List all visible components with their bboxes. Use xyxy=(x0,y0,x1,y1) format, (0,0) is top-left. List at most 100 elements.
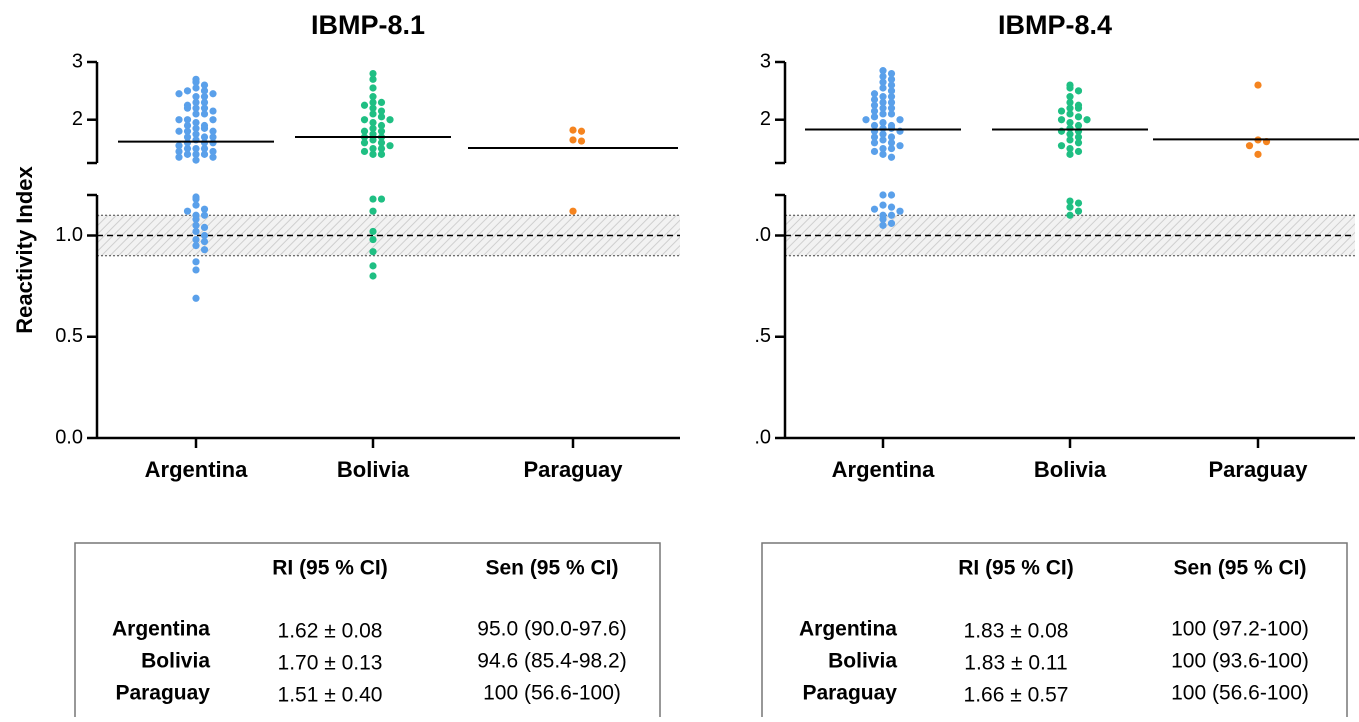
data-point xyxy=(209,127,217,135)
data-point xyxy=(183,104,192,112)
data-point xyxy=(1074,199,1083,207)
data-point xyxy=(1057,107,1066,115)
data-point xyxy=(183,133,192,141)
x-tick-label: Bolivia xyxy=(1034,457,1107,482)
data-point xyxy=(870,139,879,147)
data-point xyxy=(377,139,386,147)
table-header: Sen (95 % CI) xyxy=(1173,557,1306,580)
data-point xyxy=(1074,147,1083,156)
data-point xyxy=(175,127,183,135)
data-point xyxy=(887,75,896,83)
row-name: Paraguay xyxy=(802,682,897,705)
data-point xyxy=(1245,142,1254,150)
data-point xyxy=(183,207,192,215)
data-point xyxy=(870,90,879,98)
row-name: Bolivia xyxy=(828,650,897,673)
data-point xyxy=(879,84,887,92)
table-box xyxy=(74,542,661,722)
table-cell: 95.0 (90.0-97.6) xyxy=(477,618,626,641)
data-point xyxy=(870,107,879,115)
data-point xyxy=(200,124,209,132)
data-point xyxy=(1066,136,1074,144)
data-point xyxy=(887,93,896,101)
y-tick-label: 3 xyxy=(760,50,771,72)
data-point xyxy=(1066,110,1074,118)
data-point xyxy=(879,98,887,106)
data-point xyxy=(200,93,209,101)
data-point xyxy=(1074,87,1083,95)
table-header: RI (95 % CI) xyxy=(272,557,388,580)
data-point xyxy=(870,205,879,213)
row-name: Argentina xyxy=(799,618,897,641)
data-point xyxy=(879,191,887,199)
data-point xyxy=(192,119,200,127)
data-point xyxy=(369,104,377,112)
data-point xyxy=(369,93,377,101)
y-axis-label: Reactivity Index xyxy=(12,165,37,333)
data-point xyxy=(870,121,879,130)
data-point xyxy=(183,116,192,124)
y-tick-label: 3 xyxy=(72,50,83,72)
data-point xyxy=(192,294,200,302)
data-point xyxy=(192,150,200,158)
data-point xyxy=(192,98,200,106)
data-point xyxy=(896,207,904,215)
data-point xyxy=(200,223,209,231)
data-point xyxy=(369,207,377,215)
data-point xyxy=(369,98,377,106)
data-point xyxy=(386,142,394,150)
data-point xyxy=(192,227,200,236)
data-point xyxy=(369,144,377,153)
data-point xyxy=(386,116,394,124)
data-point xyxy=(209,133,217,141)
y-tick-label: 2 xyxy=(760,108,771,130)
table-cell: 1.51 ± 0.40 xyxy=(278,684,383,707)
data-point xyxy=(200,144,209,153)
data-point xyxy=(887,139,896,147)
data-point xyxy=(1057,116,1066,124)
y-tick-label: .0 xyxy=(754,426,771,448)
data-point xyxy=(209,90,217,98)
data-point xyxy=(200,246,209,254)
data-point xyxy=(879,144,887,153)
data-point xyxy=(879,93,887,101)
data-point xyxy=(200,150,209,158)
y-tick-label: 1.0 xyxy=(55,224,83,246)
data-point xyxy=(175,142,183,150)
data-point xyxy=(1074,207,1083,215)
data-point xyxy=(200,211,209,219)
data-point xyxy=(369,136,377,144)
row-name: Paraguay xyxy=(115,682,210,705)
data-point xyxy=(192,144,200,153)
data-point xyxy=(369,119,377,127)
data-point xyxy=(1074,133,1083,141)
data-point xyxy=(175,90,183,98)
data-point xyxy=(1066,150,1074,158)
data-point xyxy=(209,147,217,156)
data-point xyxy=(887,98,896,106)
data-point xyxy=(369,235,377,244)
data-point xyxy=(192,235,200,244)
y-tick-label: 2 xyxy=(72,108,83,130)
data-point xyxy=(192,258,200,266)
data-point xyxy=(192,201,200,209)
data-point xyxy=(377,98,386,106)
data-point xyxy=(1066,211,1074,219)
data-point xyxy=(200,104,209,112)
data-point xyxy=(879,72,887,81)
y-tick-label: .5 xyxy=(754,325,771,347)
data-point xyxy=(369,75,377,83)
data-point xyxy=(360,101,369,109)
data-point xyxy=(1074,113,1083,121)
data-point xyxy=(377,150,386,158)
data-point xyxy=(192,78,200,86)
data-point xyxy=(192,156,200,164)
data-point xyxy=(192,110,200,118)
data-point xyxy=(1254,150,1262,158)
data-point xyxy=(1066,130,1074,138)
data-point xyxy=(896,142,904,150)
data-point xyxy=(377,144,386,153)
data-point xyxy=(192,124,200,132)
row-name: Bolivia xyxy=(141,650,210,673)
data-point xyxy=(192,104,200,112)
